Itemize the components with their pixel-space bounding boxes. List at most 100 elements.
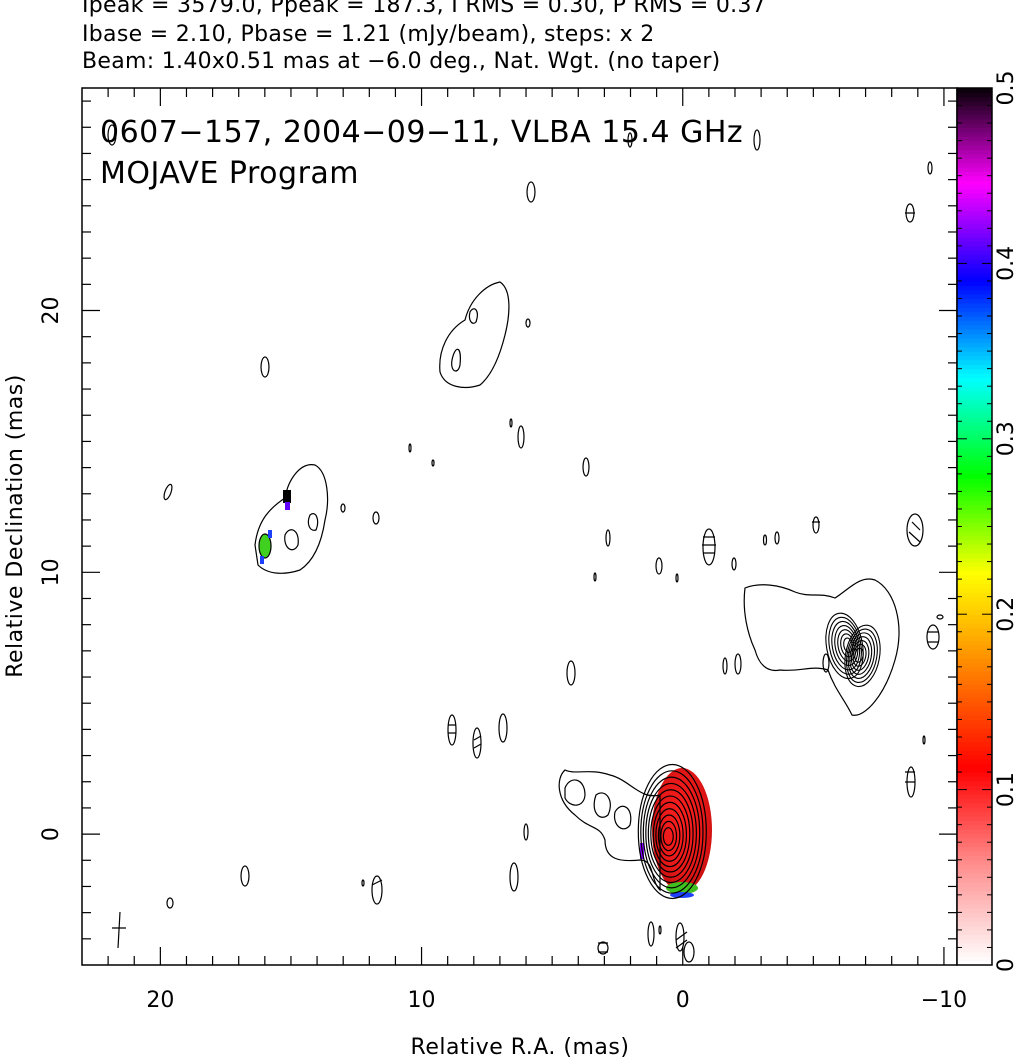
nw-contour (849, 636, 873, 675)
noise-contour (647, 921, 655, 947)
colorbar-band (957, 701, 992, 707)
colorbar-band (957, 263, 992, 269)
colorbar-band (957, 346, 992, 352)
colorbar-band (957, 289, 992, 295)
east-pol-speck-1 (283, 490, 291, 503)
colorbar-band (957, 364, 992, 370)
colorbar-band (957, 614, 992, 620)
colorbar-band (957, 644, 992, 650)
colorbar-band (957, 473, 992, 479)
noise-contour (683, 941, 695, 963)
colorbar-band (957, 171, 992, 177)
header-line-1: Ipeak = 3579.0, Ppeak = 187.3, I RMS = 0… (82, 0, 767, 18)
header-line-2: Ibase = 2.10, Pbase = 1.21 (mJy/beam), s… (82, 22, 655, 47)
colorbar-band (957, 228, 992, 234)
core-contour (652, 801, 688, 868)
colorbar-band (957, 399, 992, 405)
colorbar-band (957, 162, 992, 168)
colorbar-band (957, 824, 992, 830)
colorbar-band (957, 912, 992, 918)
colorbar-band (957, 438, 992, 444)
noise-contour (627, 132, 633, 148)
colorbar-band (957, 544, 992, 550)
colorbar-band (957, 114, 992, 120)
colorbar-band (957, 684, 992, 690)
colorbar-band (957, 636, 992, 642)
colorbar-band (957, 728, 992, 734)
colorbar-band (957, 846, 992, 852)
colorbar-band (957, 495, 992, 501)
noise-contour (372, 511, 380, 525)
colorbar-band (957, 780, 992, 786)
colorbar-band (957, 732, 992, 738)
colorbar-tick-label: 0 (994, 958, 1019, 972)
colorbar-band (957, 307, 992, 313)
colorbar-band (957, 640, 992, 646)
colorbar-band (957, 785, 992, 791)
colorbar-band (957, 754, 992, 760)
colorbar-band (957, 802, 992, 808)
colorbar-band (957, 123, 992, 129)
colorbar-band (957, 837, 992, 843)
colorbar-tick-label: 0.3 (994, 421, 1019, 456)
colorbar-band (957, 237, 992, 243)
colorbar-band (957, 394, 992, 400)
colorbar-band (957, 530, 992, 536)
colorbar-band (957, 337, 992, 343)
colorbar-band (957, 175, 992, 181)
colorbar-band (957, 329, 992, 335)
colorbar-band (957, 276, 992, 282)
colorbar-band (957, 605, 992, 611)
colorbar-band (957, 359, 992, 365)
noise-contour (774, 531, 780, 545)
colorbar-band (957, 136, 992, 142)
x-axis-label: Relative R.A. (mas) (411, 1035, 630, 1060)
colorbar (957, 88, 992, 966)
colorbar-band (957, 807, 992, 813)
nw-contour (840, 633, 855, 658)
noise-contour (702, 528, 716, 566)
colorbar-band (957, 666, 992, 672)
east-envelope (254, 464, 329, 574)
colorbar-band (957, 886, 992, 892)
colorbar-band (957, 351, 992, 357)
noise-contour (166, 897, 174, 909)
colorbar-band (957, 921, 992, 927)
core-jet-envelope (558, 769, 661, 892)
core-contour (647, 789, 694, 878)
colorbar-band (957, 565, 992, 571)
y-ticks: 0 10 20 (39, 100, 957, 940)
colorbar-band (957, 859, 992, 865)
colorbar-band (957, 504, 992, 510)
colorbar-band (957, 88, 992, 93)
colorbar-band (957, 745, 992, 751)
colorbar-band (957, 776, 992, 782)
noise-contour (926, 624, 940, 650)
colorbar-band (957, 298, 992, 304)
colorbar-band (957, 890, 992, 896)
colorbar-band (957, 894, 992, 900)
noise-contour (655, 557, 663, 575)
noise-contour (731, 557, 737, 571)
colorbar-band (957, 697, 992, 703)
noise-contour (260, 356, 270, 378)
colorbar-band (957, 907, 992, 913)
core-contour (642, 776, 701, 889)
colorbar-band (957, 368, 992, 374)
colorbar-band (957, 416, 992, 422)
colorbar-tick-label: 0.2 (994, 597, 1019, 632)
colorbar-band (957, 561, 992, 567)
core-contour (650, 795, 691, 873)
colorbar-band (957, 535, 992, 541)
colorbar-band (957, 938, 992, 944)
colorbar-tick-label: 0.5 (994, 71, 1019, 106)
core-contour (660, 820, 678, 852)
colorbar-band (957, 127, 992, 133)
colorbar-band (957, 587, 992, 593)
colorbar-band (957, 245, 992, 251)
colorbar-band (957, 592, 992, 598)
colorbar-band (957, 539, 992, 545)
noise-contour (922, 735, 926, 745)
colorbar-band (957, 377, 992, 383)
